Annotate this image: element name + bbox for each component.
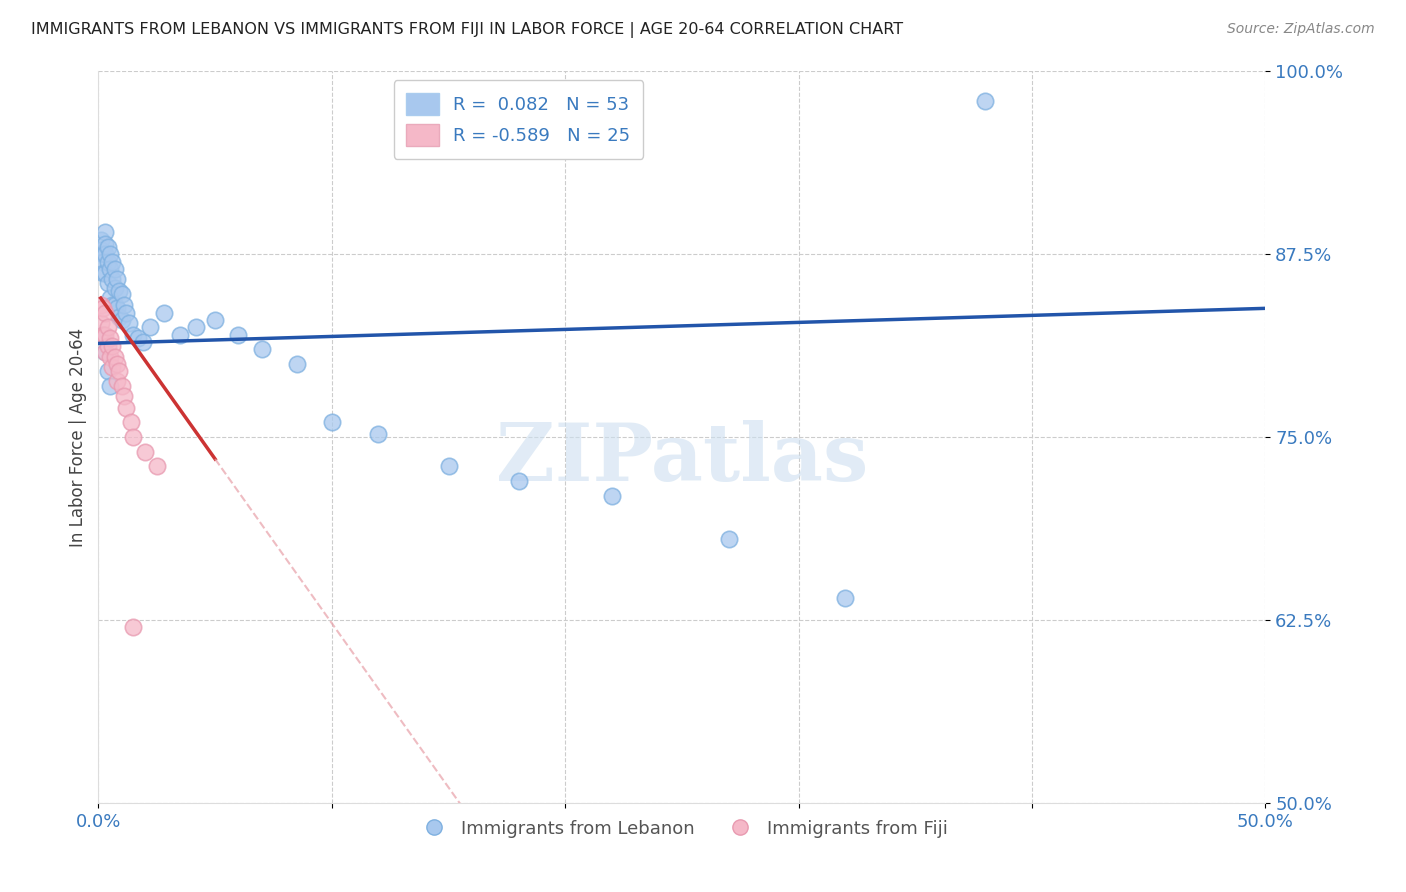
Point <box>91 327 114 342</box>
Point <box>101 298 124 312</box>
Point <box>120 416 142 430</box>
Point <box>186 320 208 334</box>
Point <box>152 306 174 320</box>
Point <box>101 254 124 268</box>
Point <box>108 310 131 325</box>
Y-axis label: In Labor Force | Age 20-64: In Labor Force | Age 20-64 <box>69 327 87 547</box>
Point <box>132 334 155 349</box>
Point <box>111 313 134 327</box>
Point <box>94 266 117 280</box>
Point <box>98 350 121 364</box>
Point <box>115 401 138 415</box>
Point <box>169 327 191 342</box>
Point <box>508 474 530 488</box>
Point <box>91 266 114 280</box>
Point <box>122 327 145 342</box>
Point <box>122 430 145 444</box>
Point <box>91 247 114 261</box>
Text: ZIPatlas: ZIPatlas <box>496 420 868 498</box>
Point <box>101 339 124 353</box>
Point <box>97 240 120 254</box>
Point <box>94 345 117 359</box>
Point <box>105 301 128 316</box>
Point <box>104 298 127 312</box>
Point <box>285 357 308 371</box>
Legend: Immigrants from Lebanon, Immigrants from Fiji: Immigrants from Lebanon, Immigrants from… <box>409 813 955 845</box>
Point <box>97 364 120 378</box>
Point <box>108 364 131 378</box>
Point <box>974 94 997 108</box>
Point <box>112 389 135 403</box>
Point <box>111 379 134 393</box>
Point <box>90 316 112 330</box>
Point <box>600 489 623 503</box>
Point <box>139 320 162 334</box>
Point <box>437 459 460 474</box>
Point <box>108 284 131 298</box>
Point <box>94 247 117 261</box>
Point <box>98 330 121 344</box>
Point <box>97 254 120 268</box>
Point <box>104 350 127 364</box>
Point <box>101 272 124 286</box>
Point <box>111 286 134 301</box>
Point <box>321 416 343 430</box>
Point <box>98 261 121 276</box>
Point <box>94 345 117 359</box>
Point <box>134 444 156 458</box>
Point <box>118 316 141 330</box>
Point <box>94 306 117 320</box>
Point <box>101 359 124 374</box>
Point <box>105 357 128 371</box>
Point <box>91 327 114 342</box>
Point <box>98 291 121 305</box>
Point <box>94 225 117 239</box>
Point <box>122 620 145 634</box>
Point <box>91 254 114 268</box>
Point <box>97 339 120 353</box>
Point <box>105 375 128 389</box>
Point <box>104 281 127 295</box>
Point <box>97 320 120 334</box>
Text: IMMIGRANTS FROM LEBANON VS IMMIGRANTS FROM FIJI IN LABOR FORCE | AGE 20-64 CORRE: IMMIGRANTS FROM LEBANON VS IMMIGRANTS FR… <box>31 22 903 38</box>
Point <box>94 327 117 342</box>
Point <box>105 272 128 286</box>
Point <box>115 306 138 320</box>
Point <box>112 298 135 312</box>
Point <box>717 533 740 547</box>
Point <box>250 343 273 357</box>
Point <box>90 243 112 257</box>
Point <box>127 330 149 344</box>
Point <box>91 301 114 316</box>
Point <box>104 261 127 276</box>
Point <box>98 247 121 261</box>
Point <box>94 237 117 252</box>
Point <box>834 591 856 605</box>
Point <box>90 233 112 247</box>
Text: Source: ZipAtlas.com: Source: ZipAtlas.com <box>1227 22 1375 37</box>
Point <box>228 327 250 342</box>
Point <box>204 313 226 327</box>
Point <box>98 379 121 393</box>
Point <box>367 427 389 442</box>
Point <box>90 298 112 312</box>
Point <box>97 277 120 291</box>
Point <box>146 459 169 474</box>
